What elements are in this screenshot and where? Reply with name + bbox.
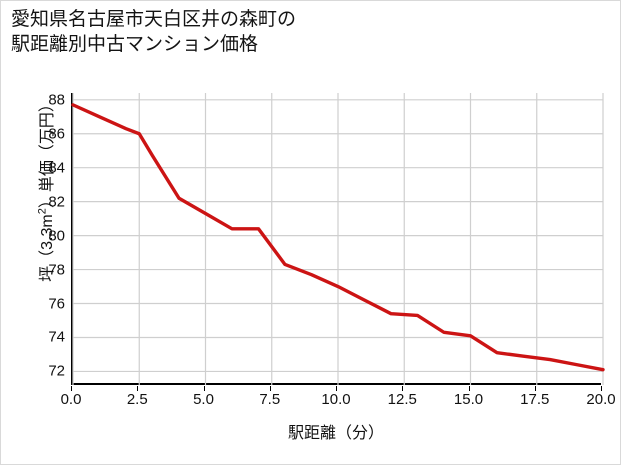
chart-title: 愛知県名古屋市天白区井の森町の 駅距離別中古マンション価格 [11, 9, 297, 55]
y-tick-label: 72 [48, 362, 65, 380]
x-tick-label: 20.0 [586, 391, 616, 408]
plot-area [71, 93, 605, 385]
x-tick-mark [402, 386, 404, 391]
y-axis-tick-labels: 72 74 76 78 80 82 84 86 88 [1, 91, 65, 385]
x-tick-mark [601, 386, 602, 391]
x-tick-mark [71, 386, 72, 391]
x-tick-mark [269, 386, 271, 391]
x-tick-label: 15.0 [453, 391, 484, 408]
y-tick-label: 80 [48, 227, 65, 245]
x-tick-mark [203, 386, 205, 391]
x-tick-label: 7.5 [259, 391, 281, 408]
x-tick-label: 10.0 [321, 391, 351, 408]
y-tick-label: 88 [48, 91, 65, 109]
x-tick-label: 2.5 [126, 391, 148, 408]
x-tick-mark [468, 386, 470, 391]
grid-lines [72, 93, 604, 385]
y-tick-label: 76 [48, 295, 65, 312]
x-tick-mark [534, 386, 536, 391]
x-tick-label: 5.0 [193, 391, 214, 408]
y-tick-label: 82 [48, 193, 65, 211]
y-axis-label: 坪（3.3m2）単価（万円） [36, 96, 56, 282]
y-tick-label: 84 [48, 159, 65, 177]
x-tick-label: 17.5 [520, 391, 550, 408]
x-axis-label: 駅距離（分） [287, 425, 384, 442]
y-tick-label: 74 [48, 328, 65, 346]
x-tick-mark [336, 386, 337, 391]
x-axis-tick-labels: 0.0 2.5 5.0 7.5 10.0 12.5 15.0 17.5 20.0 [61, 386, 616, 413]
y-tick-label: 78 [48, 261, 65, 279]
x-tick-label: 12.5 [387, 391, 417, 408]
x-tick-label: 0.0 [60, 391, 82, 408]
x-tick-mark [137, 386, 139, 391]
y-tick-label: 86 [48, 125, 65, 143]
price-line-series [71, 103, 605, 372]
